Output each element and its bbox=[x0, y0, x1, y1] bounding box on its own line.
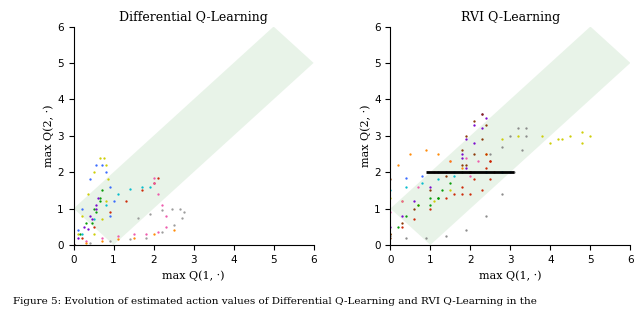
Title: Differential Q-Learning: Differential Q-Learning bbox=[119, 11, 268, 24]
Text: Figure 5: Evolution of estimated action values of Differential Q-Learning and RV: Figure 5: Evolution of estimated action … bbox=[13, 297, 537, 306]
Polygon shape bbox=[74, 27, 314, 245]
Title: RVI Q-Learning: RVI Q-Learning bbox=[461, 11, 560, 24]
Y-axis label: max Q(2, ·): max Q(2, ·) bbox=[361, 105, 371, 167]
X-axis label: max Q(1, ·): max Q(1, ·) bbox=[163, 270, 225, 281]
Y-axis label: max Q(2, ·): max Q(2, ·) bbox=[44, 105, 54, 167]
X-axis label: max Q(1, ·): max Q(1, ·) bbox=[479, 270, 541, 281]
Polygon shape bbox=[390, 27, 630, 245]
